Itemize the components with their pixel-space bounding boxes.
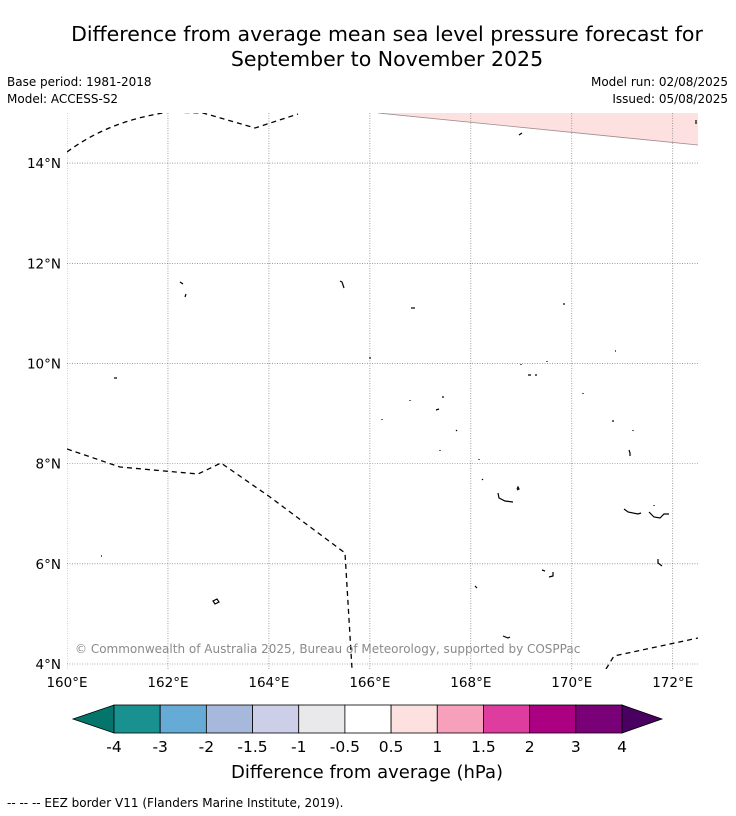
longitude-label: 162°E	[147, 675, 188, 691]
title-line-1: Difference from average mean sea level p…	[71, 22, 703, 46]
islands	[101, 120, 697, 639]
colorbar-tick-label: 1	[432, 738, 442, 756]
colorbar-tick-label: -1	[291, 738, 306, 756]
island	[518, 132, 523, 136]
eez-border-south-east	[605, 637, 698, 669]
graticule	[67, 113, 698, 669]
island	[516, 485, 520, 491]
colorbar-swatch	[298, 704, 346, 734]
colorbar-swatch	[436, 704, 484, 734]
colorbar-swatch	[575, 704, 623, 734]
colorbar-swatch	[344, 704, 392, 734]
colorbar-swatch	[205, 704, 253, 734]
island	[497, 492, 514, 503]
title-line-2: September to November 2025	[230, 47, 544, 71]
model-name: Model: ACCESS-S2	[7, 92, 119, 106]
colorbar-tick-label: 4	[617, 738, 627, 756]
island	[657, 559, 663, 567]
colorbar-tick-label: -0.5	[330, 738, 360, 756]
island	[623, 508, 642, 515]
anomaly-contour	[377, 113, 698, 146]
colorbar-title: Difference from average (hPa)	[231, 762, 503, 783]
colorbar-tick-label: -1.5	[237, 738, 267, 756]
colorbar-tick-label: -3	[152, 738, 167, 756]
eez-border-south-west	[67, 448, 353, 669]
eez-borders	[67, 113, 698, 669]
colorbar-tick-label: 0.5	[379, 738, 404, 756]
colorbar-swatch	[252, 704, 300, 734]
left-metadata: Base period: 1981-2018 Model: ACCESS-S2	[7, 74, 152, 108]
latitude-label: 8°N	[36, 457, 61, 473]
colorbar-tick-label: -4	[106, 738, 121, 756]
eez-footnote: -- -- -- EEZ border V11 (Flanders Marine…	[7, 796, 344, 810]
island	[212, 598, 220, 605]
latitude-label: 6°N	[36, 557, 61, 573]
colorbar-tick-label: 1.5	[471, 738, 496, 756]
colorbar-tick-label: 2	[525, 738, 535, 756]
island	[474, 585, 478, 589]
island	[648, 511, 669, 519]
latitude-label: 14°N	[27, 156, 61, 172]
colorbar-swatch	[529, 704, 577, 734]
copyright-notice: © Commonwealth of Australia 2025, Bureau…	[75, 642, 580, 656]
longitude-label: 170°E	[551, 675, 592, 691]
latitude-ticks: 4°N 6°N 8°N 10°N 12°N 14°N	[27, 156, 61, 673]
longitude-ticks: 160°E 162°E 164°E 166°E 168°E 170°E 172°E	[46, 675, 693, 691]
island	[628, 449, 631, 456]
island	[455, 429, 458, 432]
map-title: Difference from average mean sea level p…	[0, 22, 736, 72]
island	[339, 280, 345, 289]
island	[541, 569, 546, 572]
colorbar-swatch	[483, 704, 531, 734]
longitude-label: 164°E	[248, 675, 289, 691]
colorbar-tick-label: 3	[571, 738, 581, 756]
longitude-label: 160°E	[46, 675, 87, 691]
colorbar-extend-high	[621, 704, 664, 734]
base-period: Base period: 1981-2018	[7, 75, 152, 89]
longitude-label: 172°E	[652, 675, 693, 691]
issued-date: Issued: 05/08/2025	[612, 92, 728, 106]
island	[481, 478, 484, 481]
colorbar-swatch	[113, 704, 161, 734]
longitude-label: 168°E	[450, 675, 491, 691]
colorbar-swatch	[159, 704, 207, 734]
colorbar-extend-low	[71, 704, 115, 734]
colorbar-swatch	[390, 704, 438, 734]
longitude-label: 166°E	[349, 675, 390, 691]
map-background	[67, 113, 698, 669]
model-run: Model run: 02/08/2025	[590, 75, 728, 89]
right-metadata: Model run: 02/08/2025 Issued: 05/08/2025	[591, 74, 728, 108]
map-panel: © Commonwealth of Australia 2025, Bureau…	[67, 113, 698, 669]
island	[435, 408, 440, 411]
colorbar: -4 -3 -2 -1.5 -1 -0.5 0.5 1 1.5 2 3 4	[71, 704, 664, 756]
island	[502, 635, 511, 639]
latitude-label: 4°N	[36, 657, 61, 673]
island	[179, 281, 184, 285]
latitude-label: 10°N	[27, 356, 61, 372]
island	[184, 293, 187, 298]
latitude-label: 12°N	[27, 256, 61, 272]
colorbar-tick-label: -2	[199, 738, 214, 756]
island	[548, 572, 554, 578]
